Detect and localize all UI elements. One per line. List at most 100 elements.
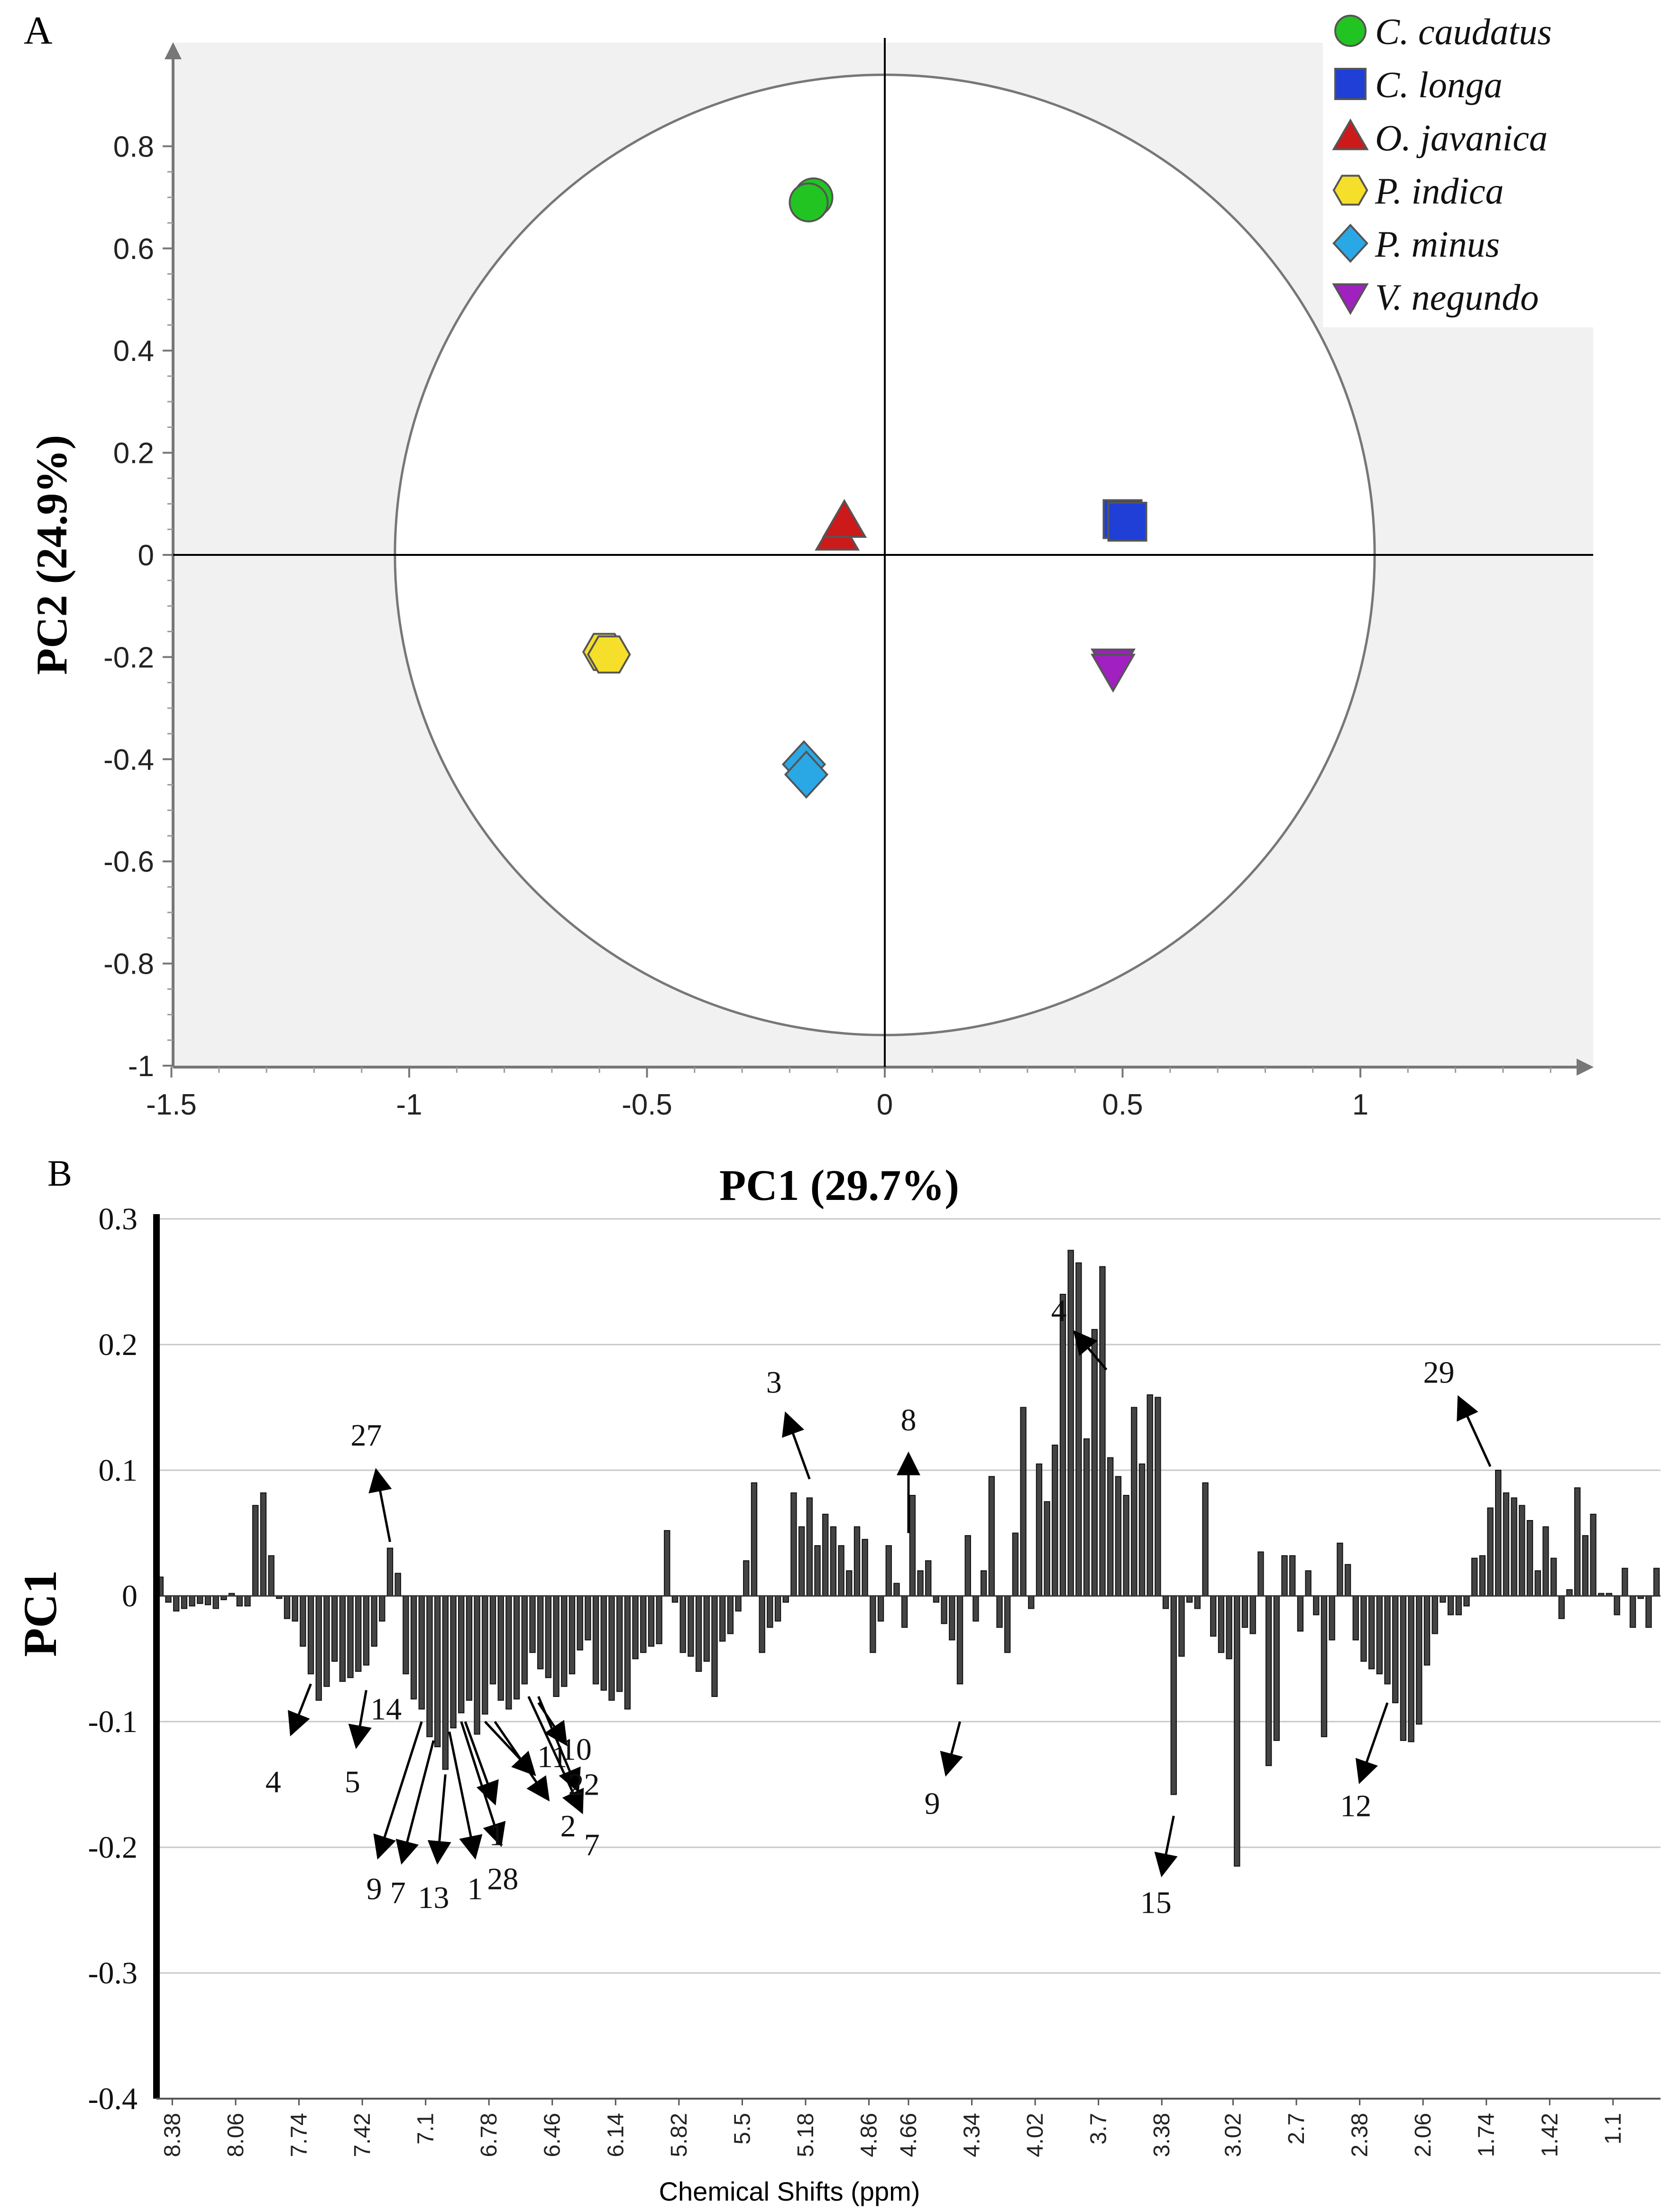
annotation-label-7: 7 [584, 1828, 600, 1862]
loading-bar [1289, 1555, 1296, 1596]
legend-marker-o-javanica [1332, 118, 1369, 150]
loading-bar [679, 1595, 686, 1653]
loading-bar [505, 1595, 512, 1710]
point-c-caudatus [789, 182, 829, 222]
x-tick-label-a: 0 [877, 1088, 893, 1121]
legend-label-v-negundo: V. negundo [1375, 276, 1539, 318]
annotation-label-3: 3 [766, 1365, 782, 1400]
y-tick-label-b: 0.3 [99, 1202, 138, 1236]
annotation-label-12: 12 [1340, 1789, 1371, 1824]
axes-b [153, 1214, 1661, 2100]
y-tick-label-a: 0.6 [113, 233, 154, 266]
loading-bar [395, 1573, 401, 1597]
loading-bar [1423, 1595, 1431, 1666]
annotation-label-2: 2 [560, 1809, 576, 1843]
loading-bar [561, 1595, 568, 1687]
loading-bar [236, 1595, 243, 1607]
loading-bar [371, 1595, 377, 1647]
loading-bar [671, 1595, 679, 1603]
annotation-arrow-12 [1355, 1702, 1389, 1784]
y-tick-label-a: 0.8 [113, 130, 154, 163]
loading-bar [244, 1595, 251, 1607]
y-axis-label-a: PC2 (24.9%) [28, 435, 76, 675]
annotation-label-4: 4 [266, 1765, 281, 1799]
loading-bar [1313, 1595, 1320, 1615]
x-tick-label-b: 1.1 [1601, 2113, 1626, 2145]
loading-bar [1455, 1595, 1462, 1615]
loading-bar [1329, 1595, 1335, 1641]
x-axis-label-b: Chemical Shifts (ppm) [659, 2176, 920, 2206]
loading-bar [1210, 1595, 1217, 1637]
loading-bar [569, 1595, 576, 1675]
y-tick-label-a: -0.6 [103, 846, 154, 878]
loading-bar [189, 1595, 195, 1607]
x-tick-label-b: 8.06 [223, 2113, 248, 2157]
x-tick-label-b: 5.5 [730, 2113, 755, 2145]
annotation-label-5: 5 [345, 1765, 360, 1799]
loading-bar [1075, 1262, 1082, 1596]
loading-bar [1059, 1294, 1066, 1596]
loading-bar [260, 1492, 267, 1596]
x-tick-label-b: 7.1 [413, 2113, 439, 2145]
x-tick-label-b: 4.02 [1023, 2113, 1048, 2157]
annotation-arrow-29 [1457, 1395, 1492, 1467]
annotation-arrow-1 [448, 1731, 483, 1860]
x-tick-label-b: 8.38 [160, 2113, 185, 2157]
annotation-arrow-15 [1154, 1816, 1178, 1878]
x-tick-label-a: -1.5 [146, 1088, 197, 1121]
loading-bar [711, 1595, 718, 1697]
tick-labels-b: -0.4 -0.3 -0.2 -0.1 0 0.1 0.2 0.3 8.38 8.06 7.74 7.… [88, 1202, 1626, 2157]
loading-bar [1115, 1476, 1122, 1596]
legend-label-c-longa: C. longa [1375, 64, 1503, 105]
loading-bar [331, 1595, 338, 1662]
loading-bar [1265, 1595, 1272, 1766]
loading-bar [1566, 1589, 1573, 1596]
loading-bar [853, 1526, 861, 1596]
x-tick-label-b: 2.7 [1284, 2113, 1309, 2145]
loading-bar [173, 1595, 180, 1612]
loading-bar [703, 1595, 710, 1662]
loading-bar [1511, 1497, 1517, 1597]
loading-bar [1020, 1407, 1027, 1596]
loading-bar [529, 1595, 536, 1653]
legend-marker-p-indica [1332, 175, 1368, 206]
loading-bar [1463, 1595, 1470, 1607]
loading-bar [458, 1595, 465, 1714]
loading-bars [156, 1250, 1661, 1867]
annotation-arrow-4 [288, 1683, 312, 1737]
y-tick-label-b: -0.1 [88, 1705, 138, 1739]
legend-label-o-javanica: O. javanica [1375, 117, 1548, 158]
loading-bar [1360, 1595, 1367, 1662]
loading-bar [1012, 1532, 1019, 1596]
loading-bar [1622, 1567, 1628, 1596]
loading-bar [300, 1595, 306, 1647]
loading-bar [268, 1555, 275, 1596]
loading-bar [165, 1595, 172, 1603]
panel-b-pc1-loadings: B -0.4 -0.3 -0.2 -0.1 0 0.1 0.2 0.3 8.38 8.06 7.74… [14, 1152, 1661, 2206]
loading-bar [418, 1595, 425, 1710]
point-v-negundo [1090, 654, 1136, 693]
loading-bar [1495, 1470, 1502, 1596]
loading-bar [901, 1595, 908, 1628]
x-tick-label-b: 3.02 [1220, 2113, 1246, 2157]
loading-bar [315, 1595, 322, 1701]
loading-bar [790, 1492, 797, 1596]
y-tick-label-b: -0.3 [88, 1956, 138, 1991]
loading-bar [980, 1570, 987, 1596]
y-tick-label-b: -0.4 [88, 2082, 138, 2116]
loading-bar [1558, 1595, 1565, 1619]
loading-bar [695, 1595, 702, 1672]
legend-label-p-indica: P. indica [1375, 170, 1504, 212]
loading-bar [292, 1595, 298, 1622]
x-tick-label-b: 1.74 [1474, 2113, 1499, 2157]
loading-bar [941, 1595, 947, 1624]
loading-bar [1067, 1250, 1074, 1596]
loading-bar [1218, 1595, 1225, 1653]
loading-bar [806, 1497, 813, 1597]
loading-bar [973, 1595, 979, 1622]
loading-bar [434, 1595, 441, 1747]
loading-bar [830, 1526, 837, 1596]
x-tick-label-b: 7.42 [350, 2113, 375, 2157]
loading-bar [474, 1595, 480, 1735]
point-c-longa [1107, 501, 1147, 542]
